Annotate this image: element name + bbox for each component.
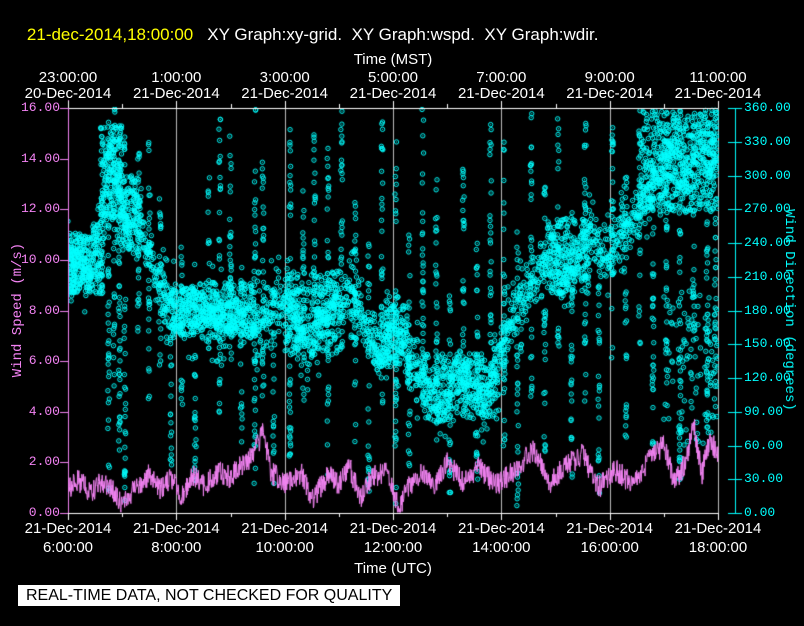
bottom-tick-time-1: 8:00:00 [151,539,202,556]
left-tick-label-6: 4.00 [28,403,60,419]
top-tick-date-2: 21-Dec-2014 [241,85,329,102]
left-tick-label-3: 10.00 [20,251,60,267]
bottom-tick-date-4: 21-Dec-2014 [457,520,545,537]
right-tick-label-0: 360.00 [744,100,791,115]
quality-notice-banner: REAL-TIME DATA, NOT CHECKED FOR QUALITY [18,585,401,606]
right-tick-label-10: 60.00 [744,437,784,453]
right-tick-label-6: 180.00 [744,302,791,318]
trace-list-label: XY Graph:xy-grid. XY Graph:wspd. XY Grap… [207,25,599,44]
right-tick-label-12: 0.00 [744,505,776,520]
top-tick-date-0: 20-Dec-2014 [24,85,112,102]
left-tick-label-2: 12.00 [20,201,60,217]
left-tick-label-4: 8.00 [28,302,60,318]
top-tick-time-1: 1:00:00 [151,69,202,86]
bottom-tick-date-0: 21-Dec-2014 [24,520,112,537]
top-tick-time-5: 9:00:00 [584,69,635,86]
bottom-tick-date-2: 21-Dec-2014 [241,520,329,537]
right-tick-label-7: 150.00 [744,336,791,352]
top-axis-title: Time (MST) [353,51,433,68]
quality-notice-text: REAL-TIME DATA, NOT CHECKED FOR QUALITY [26,587,393,604]
top-tick-date-6: 21-Dec-2014 [674,85,762,102]
right-tick-label-4: 240.00 [744,235,791,250]
bottom-tick-time-6: 18:00:00 [688,539,748,556]
top-tick-date-3: 21-Dec-2014 [349,85,437,102]
title-bar: 21-dec-2014,18:00:00 XY Graph:xy-grid. XY… [8,5,599,65]
top-tick-time-2: 3:00:00 [259,69,310,86]
left-tick-label-5: 6.00 [28,353,60,369]
right-tick-label-8: 120.00 [744,370,791,385]
bottom-tick-time-2: 10:00:00 [255,539,314,556]
left-tick-label-0: 16.00 [20,100,60,115]
left-tick-label-8: 0.00 [28,505,60,520]
right-tick-label-1: 330.00 [744,133,791,149]
bottom-tick-date-1: 21-Dec-2014 [132,520,220,537]
left-tick-label-7: 2.00 [28,454,60,470]
bottom-tick-date-3: 21-Dec-2014 [349,520,437,537]
top-tick-time-3: 5:00:00 [367,69,419,86]
right-tick-label-2: 300.00 [744,167,791,183]
right-tick-label-11: 30.00 [744,471,784,487]
right-tick-label-5: 210.00 [744,268,791,284]
top-tick-time-0: 23:00:00 [38,69,98,86]
top-tick-date-5: 21-Dec-2014 [566,85,654,102]
right-tick-label-9: 90.00 [744,403,784,419]
bottom-tick-time-4: 14:00:00 [472,539,531,556]
right-tick-label-3: 270.00 [744,201,791,217]
bottom-tick-time-0: 6:00:00 [42,539,94,556]
bottom-tick-date-6: 21-Dec-2014 [674,520,762,537]
bottom-tick-time-5: 16:00:00 [580,539,639,556]
top-tick-date-1: 21-Dec-2014 [132,85,220,102]
timestamp-label: 21-dec-2014,18:00:00 [26,25,194,44]
bottom-tick-date-5: 21-Dec-2014 [566,520,654,537]
bottom-tick-time-3: 12:00:00 [363,539,423,556]
top-tick-time-6: 11:00:00 [689,69,747,86]
bottom-axis-title: Time (UTC) [354,560,432,577]
left-tick-label-1: 14.00 [20,150,60,166]
top-tick-time-4: 7:00:00 [476,69,527,86]
top-tick-date-4: 21-Dec-2014 [457,85,545,102]
